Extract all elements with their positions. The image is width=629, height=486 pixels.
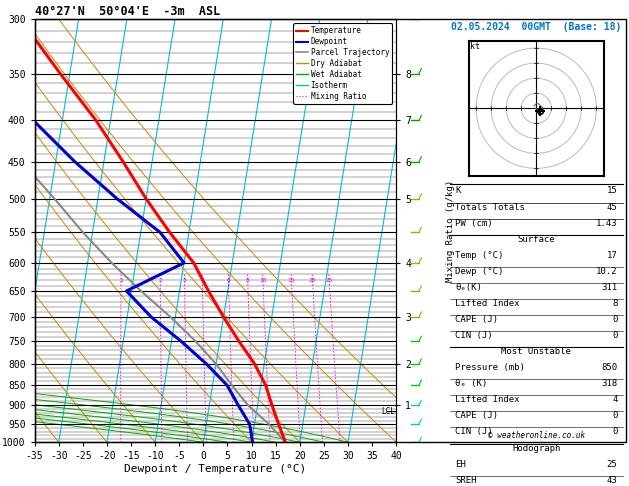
Text: © weatheronline.co.uk: © weatheronline.co.uk (487, 431, 585, 440)
Text: 0: 0 (612, 428, 618, 436)
Text: 4: 4 (612, 395, 618, 404)
Text: Totals Totals: Totals Totals (455, 203, 525, 211)
Text: 318: 318 (601, 379, 618, 388)
Text: K: K (455, 187, 460, 195)
X-axis label: Dewpoint / Temperature (°C): Dewpoint / Temperature (°C) (125, 464, 306, 474)
Text: Temp (°C): Temp (°C) (455, 251, 503, 260)
Text: 3: 3 (182, 278, 186, 283)
Text: θₑ(K): θₑ(K) (455, 283, 482, 292)
Text: 850: 850 (601, 363, 618, 372)
Text: Lifted Index: Lifted Index (455, 395, 520, 404)
Text: 10.2: 10.2 (596, 267, 618, 276)
Text: 15: 15 (607, 187, 618, 195)
Text: 0: 0 (612, 331, 618, 340)
Text: Hodograph: Hodograph (512, 444, 560, 452)
Text: 40°27'N  50°04'E  -3m  ASL: 40°27'N 50°04'E -3m ASL (35, 5, 220, 18)
Text: 311: 311 (601, 283, 618, 292)
Text: Surface: Surface (518, 235, 555, 243)
Text: 15: 15 (287, 278, 295, 283)
Text: 25: 25 (607, 460, 618, 469)
Text: CAPE (J): CAPE (J) (455, 411, 498, 420)
Text: LCL: LCL (381, 407, 395, 416)
Text: 8: 8 (245, 278, 249, 283)
Legend: Temperature, Dewpoint, Parcel Trajectory, Dry Adiabat, Wet Adiabat, Isotherm, Mi: Temperature, Dewpoint, Parcel Trajectory… (293, 23, 392, 104)
Text: 10: 10 (259, 278, 267, 283)
Text: 17: 17 (607, 251, 618, 260)
Text: EH: EH (455, 460, 465, 469)
Text: Most Unstable: Most Unstable (501, 347, 571, 356)
Text: 02.05.2024  00GMT  (Base: 18): 02.05.2024 00GMT (Base: 18) (451, 21, 621, 32)
Text: θₑ (K): θₑ (K) (455, 379, 487, 388)
Text: 43: 43 (607, 476, 618, 485)
Text: 0: 0 (612, 411, 618, 420)
Text: 1.43: 1.43 (596, 219, 618, 227)
Text: 1: 1 (119, 278, 123, 283)
Text: Lifted Index: Lifted Index (455, 299, 520, 308)
Text: 6: 6 (226, 278, 230, 283)
Text: Pressure (mb): Pressure (mb) (455, 363, 525, 372)
Text: CAPE (J): CAPE (J) (455, 315, 498, 324)
Text: Dewp (°C): Dewp (°C) (455, 267, 503, 276)
Text: 0: 0 (612, 315, 618, 324)
Text: 20: 20 (308, 278, 316, 283)
Text: 45: 45 (607, 203, 618, 211)
Text: 8: 8 (612, 299, 618, 308)
Text: 2: 2 (159, 278, 162, 283)
Text: 4: 4 (201, 278, 204, 283)
Text: CIN (J): CIN (J) (455, 428, 493, 436)
Y-axis label: Mixing Ratio (g/kg): Mixing Ratio (g/kg) (446, 180, 455, 282)
Text: kt: kt (470, 42, 480, 51)
Text: 25: 25 (325, 278, 333, 283)
Text: SREH: SREH (455, 476, 476, 485)
Text: PW (cm): PW (cm) (455, 219, 493, 227)
Text: CIN (J): CIN (J) (455, 331, 493, 340)
